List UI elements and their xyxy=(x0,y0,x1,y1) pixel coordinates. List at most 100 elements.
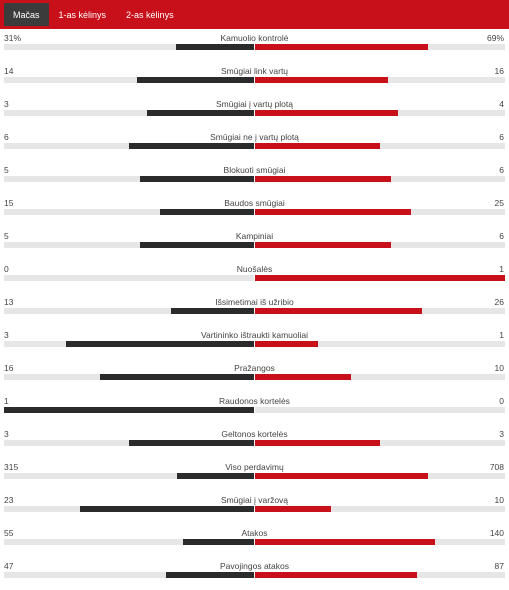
home-bar-track xyxy=(4,440,254,446)
away-bar-fill xyxy=(255,473,428,479)
home-bar-fill xyxy=(100,374,254,380)
stat-label: Viso perdavimų xyxy=(225,462,284,472)
stat-row: 0 Nuošalės 1 xyxy=(0,260,509,293)
stat-label: Pavojingos atakos xyxy=(220,561,289,571)
stat-label: Kampiniai xyxy=(235,231,274,241)
home-value: 3 xyxy=(4,99,9,109)
away-bar-fill xyxy=(255,110,398,116)
away-bar-fill xyxy=(255,176,391,182)
home-bar-track xyxy=(4,275,254,281)
home-bar-fill xyxy=(183,539,254,545)
away-bar-fill xyxy=(255,209,411,215)
home-bar-fill xyxy=(171,308,254,314)
away-bar-track xyxy=(255,209,505,215)
away-value: 10 xyxy=(494,495,504,505)
stat-label: Pražangos xyxy=(234,363,275,373)
stat-label: Nuošalės xyxy=(236,264,273,274)
home-bar-track xyxy=(4,341,254,347)
away-value: 1 xyxy=(499,264,504,274)
stat-label: Kamuolio kontrolė xyxy=(220,33,289,43)
home-bar-fill xyxy=(147,110,254,116)
home-value: 14 xyxy=(4,66,14,76)
stat-label: Smūgiai ne į vartų plotą xyxy=(210,132,299,142)
away-bar-fill xyxy=(255,242,391,248)
home-bar-fill xyxy=(166,572,254,578)
tab-second-half[interactable]: 2-as kėlinys xyxy=(126,9,174,20)
home-bar-track xyxy=(4,407,254,413)
home-value: 6 xyxy=(4,132,9,142)
away-bar-fill xyxy=(255,374,351,380)
stat-label: Atakos xyxy=(241,528,268,538)
stat-label: Geltonos kortelės xyxy=(221,429,288,439)
home-value: 315 xyxy=(4,462,19,472)
home-value: 3 xyxy=(4,429,9,439)
home-bar-fill xyxy=(66,341,254,347)
away-bar-track xyxy=(255,110,505,116)
stat-row: 315 Viso perdavimų 708 xyxy=(0,458,509,491)
home-bar-track xyxy=(4,176,254,182)
away-value: 140 xyxy=(489,528,504,538)
home-bar-fill xyxy=(129,440,254,446)
home-bar-fill xyxy=(140,176,254,182)
home-value: 3 xyxy=(4,330,9,340)
away-bar-track xyxy=(255,77,505,83)
home-value: 5 xyxy=(4,165,9,175)
home-bar-track xyxy=(4,572,254,578)
away-value: 6 xyxy=(499,231,504,241)
home-bar-fill xyxy=(80,506,254,512)
home-bar-track xyxy=(4,473,254,479)
stat-row: 5 Blokuoti smūgiai 6 xyxy=(0,161,509,194)
away-value: 6 xyxy=(499,132,504,142)
away-bar-track xyxy=(255,440,505,446)
stat-label: Raudonos kortelės xyxy=(219,396,290,406)
stat-label: Smūgiai į varžovą xyxy=(220,495,289,505)
home-value: 16 xyxy=(4,363,14,373)
stat-row: 16 Pražangos 10 xyxy=(0,359,509,392)
stat-label: Baudos smūgiai xyxy=(224,198,285,208)
home-bar-track xyxy=(4,506,254,512)
away-bar-track xyxy=(255,44,505,50)
stat-row: 6 Smūgiai ne į vartų plotą 6 xyxy=(0,128,509,161)
home-bar-fill xyxy=(177,473,254,479)
home-bar-track xyxy=(4,110,254,116)
stat-row: 15 Baudos smūgiai 25 xyxy=(0,194,509,227)
away-value: 10 xyxy=(494,363,504,373)
tab-first-half[interactable]: 1-as kėlinys xyxy=(58,9,107,20)
away-bar-track xyxy=(255,473,505,479)
stat-row: 31% Kamuolio kontrolė 69% xyxy=(0,29,509,62)
home-bar-fill xyxy=(140,242,254,248)
home-value: 0 xyxy=(4,264,9,274)
away-bar-track xyxy=(255,176,505,182)
stat-row: 13 Išsimetimai iš užribio 26 xyxy=(0,293,509,326)
home-value: 31% xyxy=(4,33,22,43)
away-value: 3 xyxy=(499,429,504,439)
stat-row: 3 Smūgiai į vartų plotą 4 xyxy=(0,95,509,128)
away-bar-fill xyxy=(255,44,428,50)
away-bar-track xyxy=(255,506,505,512)
home-bar-fill xyxy=(129,143,254,149)
away-bar-track xyxy=(255,374,505,380)
stat-row: 1 Raudonos kortelės 0 xyxy=(0,392,509,425)
away-bar-track xyxy=(255,341,505,347)
stat-row: 14 Smūgiai link vartų 16 xyxy=(0,62,509,95)
stat-label: Smūgiai link vartų xyxy=(220,66,289,76)
home-value: 15 xyxy=(4,198,14,208)
tab-match[interactable]: Mačas xyxy=(4,3,49,26)
away-value: 6 xyxy=(499,165,504,175)
away-bar-fill xyxy=(255,77,388,83)
away-bar-fill xyxy=(255,539,435,545)
home-value: 5 xyxy=(4,231,9,241)
home-bar-track xyxy=(4,242,254,248)
away-bar-track xyxy=(255,572,505,578)
stat-row: 3 Vartininko ištraukti kamuoliai 1 xyxy=(0,326,509,359)
stat-row: 3 Geltonos kortelės 3 xyxy=(0,425,509,458)
away-bar-fill xyxy=(255,440,380,446)
home-bar-track xyxy=(4,374,254,380)
away-bar-track xyxy=(255,143,505,149)
away-value: 1 xyxy=(499,330,504,340)
away-value: 4 xyxy=(499,99,504,109)
away-bar-fill xyxy=(255,308,422,314)
home-bar-fill xyxy=(137,77,254,83)
stat-label: Blokuoti smūgiai xyxy=(223,165,286,175)
home-bar-track xyxy=(4,143,254,149)
